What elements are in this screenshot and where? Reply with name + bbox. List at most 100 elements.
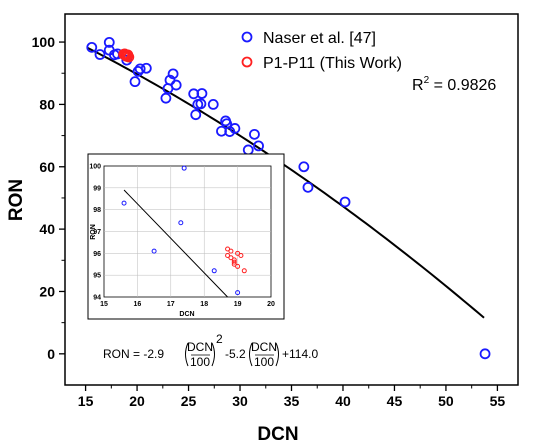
legend-label-this-work: P1-P11 (This Work) (263, 55, 402, 72)
equation-paren-right-2 (275, 342, 279, 367)
inset-y-tick-label-6: 100 (89, 164, 101, 171)
naser-point-1 (94, 49, 106, 60)
inset-this-work-point-4 (231, 257, 237, 263)
main-axis-tick-labels: 15 20 25 30 35 40 45 50 55 0 20 40 60 80 100 (32, 34, 506, 409)
x-axis-title: DCN (257, 424, 298, 445)
y-tick-label-5: 100 (32, 34, 56, 50)
naser-point-7 (129, 76, 141, 88)
x-tick-label-8: 55 (490, 393, 506, 409)
equation-middle: -5.2 (225, 347, 246, 361)
inset-y-tick-label-4: 98 (93, 207, 101, 214)
inset-naser-point-3 (181, 165, 187, 171)
r2-exponent: 2 (424, 75, 430, 86)
inset-this-work-point-1 (228, 248, 234, 254)
inset-fit-line (123, 189, 228, 298)
inset-naser-point-4 (211, 268, 217, 274)
inset-x-tick-label-0: 15 (100, 301, 108, 308)
inset-y-tick-label-5: 99 (93, 185, 101, 192)
inset-y-tick-label-3: 97 (93, 229, 101, 236)
naser-point-15 (170, 79, 182, 91)
naser-point-32 (302, 181, 314, 193)
equation-exponent: 2 (216, 332, 223, 346)
inset-this-work-point-10 (231, 259, 237, 265)
equation-tail: +114.0 (282, 347, 318, 361)
y-tick-label-0: 0 (47, 346, 55, 362)
main-axis-ticks (59, 41, 499, 391)
x-tick-label-7: 50 (438, 393, 454, 409)
equation-frac2-numerator: DCN (251, 340, 277, 354)
this-work-point-10 (123, 51, 135, 63)
inset-x-tick-label-4: 19 (234, 301, 242, 308)
fit-equation: RON = -2.9 DCN 100 2 -5.2 DCN 100 +114.0 (103, 332, 318, 369)
naser-point-9 (134, 63, 146, 75)
inset-x-tick-label-3: 18 (200, 301, 208, 308)
inset-frame-outer (87, 153, 285, 320)
x-tick-label-5: 40 (335, 393, 351, 409)
inset-naser-point-0 (121, 200, 127, 206)
legend-marker-this-work (241, 56, 253, 68)
naser-point-28 (249, 128, 260, 140)
legend-label-naser: Naser et al. [47] (263, 30, 376, 47)
naser-point-11 (160, 92, 172, 104)
naser-point-10 (140, 62, 152, 74)
r2-value: = 0.9826 (429, 77, 496, 94)
naser-point-26 (229, 123, 241, 134)
inset-this-work-point-2 (228, 255, 234, 261)
y-tick-label-4: 80 (39, 96, 55, 112)
inset-gridlines (104, 166, 271, 297)
x-tick-label-6: 45 (387, 393, 403, 409)
inset-data-points (121, 165, 247, 296)
inset-tick-labels: 15 16 17 18 19 20 94 95 96 97 98 99 100 (89, 164, 275, 309)
naser-point-2 (103, 36, 115, 48)
x-tick-label-3: 30 (232, 393, 248, 409)
inset-this-work-point-0 (225, 253, 231, 259)
y-axis-title: RON (6, 179, 27, 221)
naser-point-31 (298, 161, 310, 173)
inset-y-tick-label-1: 95 (93, 273, 101, 280)
naser-point-21 (207, 99, 219, 110)
x-tick-label-4: 35 (284, 393, 300, 409)
fit-curve (87, 46, 485, 319)
r2-prefix: R (412, 77, 424, 94)
equation-paren-left-2 (249, 342, 253, 367)
x-tick-label-1: 20 (129, 393, 145, 409)
inset-x-tick-label-5: 20 (267, 301, 275, 308)
inset-x-axis-title: DCN (179, 311, 194, 318)
equation-lhs: RON = -2.9 (103, 347, 164, 361)
equation-frac2-denominator: 100 (254, 355, 274, 369)
inset-x-tick-label-2: 17 (167, 301, 175, 308)
naser-point-34 (479, 348, 491, 360)
inset-this-work-point-6 (235, 263, 241, 269)
naser-point-27 (242, 144, 254, 156)
naser-point-29 (253, 140, 264, 152)
x-tick-label-2: 25 (181, 393, 197, 409)
naser-point-19 (195, 98, 207, 110)
naser-point-14 (167, 68, 179, 80)
inset-naser-point-1 (151, 248, 157, 254)
legend: Naser et al. [47] P1-P11 (This Work) (241, 30, 402, 72)
inset-chart: 15 16 17 18 19 20 94 95 96 97 98 99 100 DCN RON (87, 153, 285, 320)
inset-this-work-point-9 (225, 246, 231, 252)
naser-point-33 (339, 196, 351, 208)
x-tick-label-0: 15 (78, 393, 94, 409)
inset-y-axis-title: RON (90, 224, 97, 240)
naser-point-0 (86, 41, 98, 53)
inset-this-work-point-8 (241, 268, 247, 274)
inset-naser-point-5 (235, 290, 241, 296)
r-squared-annotation: R2 = 0.9826 (412, 75, 496, 94)
naser-point-17 (190, 109, 202, 121)
equation-paren-left-1 (185, 342, 189, 367)
inset-naser-point-2 (178, 220, 184, 226)
equation-frac1-denominator: 100 (190, 355, 210, 369)
inset-y-tick-label-2: 96 (93, 251, 101, 258)
y-tick-label-3: 60 (39, 159, 55, 175)
legend-marker-naser (241, 31, 253, 43)
equation-frac1-numerator: DCN (187, 340, 213, 354)
inset-y-tick-label-0: 94 (93, 295, 101, 302)
y-tick-label-2: 40 (39, 221, 55, 237)
y-tick-label-1: 20 (39, 283, 55, 299)
inset-this-work-point-5 (235, 250, 241, 256)
equation-paren-right-1 (211, 342, 215, 367)
inset-x-tick-label-1: 16 (134, 301, 142, 308)
